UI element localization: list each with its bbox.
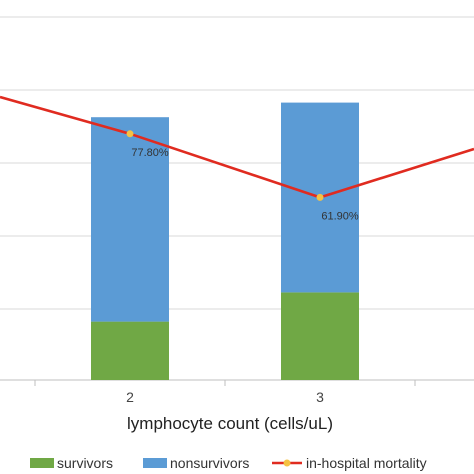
legend-item-nonsurvivors: nonsurvivors xyxy=(143,455,249,471)
mortality-data-label-3: 61.90% xyxy=(321,210,359,222)
mortality-data-label-2: 77.80% xyxy=(131,147,169,159)
legend-label: nonsurvivors xyxy=(170,455,249,471)
x-tick-label-3: 3 xyxy=(316,389,324,405)
gridlines xyxy=(0,16,474,310)
bar-survivors-2 xyxy=(91,321,169,380)
legend: survivors nonsurvivors in-hospital mortali… xyxy=(30,455,427,471)
legend-label: survivors xyxy=(57,455,113,471)
legend-swatch-marker xyxy=(283,459,291,467)
bar-survivors-3 xyxy=(281,292,359,380)
legend-swatch xyxy=(30,458,54,468)
mortality-series: 77.80% 61.90% xyxy=(0,95,474,222)
legend-swatch xyxy=(143,458,167,468)
mortality-marker-3 xyxy=(316,193,324,201)
legend-item-survivors: survivors xyxy=(30,455,113,471)
bar-nonsurvivors-2 xyxy=(91,117,169,322)
x-tick-label-2: 2 xyxy=(126,389,134,405)
bars xyxy=(91,102,359,380)
legend-item-in-hospital-mortality: in-hospital mortality xyxy=(272,455,427,471)
mortality-marker-2 xyxy=(126,130,134,138)
legend-label: in-hospital mortality xyxy=(306,455,427,471)
mortality-line xyxy=(0,95,474,199)
x-axis-label: lymphocyte count (cells/uL) xyxy=(127,414,333,433)
